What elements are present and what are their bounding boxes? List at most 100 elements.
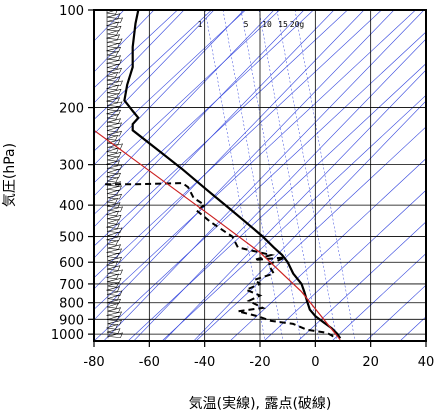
wind-barb — [106, 202, 121, 208]
wind-barb — [106, 315, 120, 322]
wind-barb — [106, 97, 120, 103]
y-tick-label: 200 — [59, 102, 84, 117]
mixing-ratio-labels: 1 5 10 15 20g — [198, 20, 305, 29]
skew-guide-line — [297, 221, 426, 341]
x-tick-label: -40 — [194, 355, 215, 370]
wind-barb — [106, 25, 122, 32]
adiabat-guide-line — [193, 100, 426, 341]
wind-barb — [107, 269, 123, 275]
wind-barb — [107, 244, 121, 250]
wind-barb — [106, 214, 122, 221]
wind-barb — [106, 277, 122, 284]
wind-barb — [106, 147, 119, 154]
wind-barb — [107, 130, 122, 137]
skew-guide-line — [94, 10, 178, 89]
skew-guide-line — [229, 158, 426, 341]
wind-barb — [106, 172, 121, 179]
wind-barb — [107, 30, 119, 36]
wind-staff-axis — [106, 10, 109, 339]
wind-barb — [106, 160, 120, 166]
y-tick-label: 400 — [59, 199, 84, 214]
wind-barb — [106, 252, 120, 259]
skew-guide-line — [94, 10, 348, 247]
wind-barb — [107, 332, 123, 338]
mixing-ratio-line — [276, 10, 338, 341]
y-axis-title: 気圧(hPa) — [2, 143, 18, 207]
wind-barb — [106, 290, 123, 296]
skew-guide-line — [263, 189, 426, 341]
wind-barb — [106, 10, 118, 15]
x-tick-label: -60 — [139, 355, 160, 370]
y-tick-label: 800 — [59, 297, 84, 312]
x-tick-label: -80 — [83, 355, 104, 370]
wind-barb — [107, 231, 120, 238]
skew-guide-line — [94, 10, 212, 120]
wind-barb — [106, 126, 120, 133]
skew-guide-line — [94, 10, 246, 152]
wind-barb — [106, 328, 121, 334]
wind-barb — [106, 185, 122, 191]
adiabat-guide-line — [94, 10, 335, 259]
wind-barbs — [106, 10, 123, 339]
wind-barb — [106, 164, 123, 170]
wind-barb — [106, 72, 118, 78]
y-tick-label: 600 — [59, 256, 84, 271]
mixing-ratio-line — [240, 10, 302, 341]
wind-barb — [106, 240, 119, 246]
wind-barb — [106, 198, 118, 204]
y-tick-label: 500 — [59, 231, 84, 246]
skew-guide-line — [94, 10, 416, 310]
x-tick-label: 0 — [311, 355, 319, 370]
wind-barb — [106, 324, 118, 330]
skew-guide-line — [365, 284, 426, 341]
adiabat-guide-line — [94, 10, 245, 166]
mixing-ratio-label: 5 — [244, 20, 249, 29]
y-tick-label: 900 — [59, 313, 84, 328]
mixing-ratio-line — [222, 10, 284, 341]
wind-barb — [106, 248, 122, 254]
adiabat-guide-line — [94, 10, 395, 321]
adiabat-guide-line — [94, 10, 365, 290]
wind-barb — [106, 189, 120, 196]
x-axis-ticks: -80 -60 -40 -20 0 20 40 — [83, 341, 434, 370]
wind-barb — [106, 303, 119, 309]
skew-guide-line — [161, 94, 426, 341]
wind-barb — [106, 223, 120, 229]
wind-barb — [106, 210, 119, 217]
y-tick-label: 100 — [59, 4, 84, 19]
y-tick-label: 300 — [59, 159, 84, 174]
x-tick-label: 40 — [418, 355, 435, 370]
wind-barb — [106, 109, 121, 116]
wind-barb — [106, 227, 123, 233]
x-axis-title: 気温(実線), 露点(破線) — [189, 396, 332, 412]
wind-barb — [106, 122, 122, 128]
y-tick-label: 700 — [59, 278, 84, 293]
wind-barb — [106, 101, 123, 107]
wind-barb — [107, 17, 123, 23]
adiabat-guide-line — [163, 69, 426, 341]
wind-barb — [107, 256, 122, 263]
adiabat-guide-line — [94, 10, 275, 197]
wind-barb — [106, 311, 122, 317]
y-tick-label: 1000 — [51, 328, 84, 343]
x-tick-label: -20 — [249, 355, 270, 370]
wind-barb — [106, 114, 119, 120]
wind-barb — [106, 139, 121, 145]
wind-barb — [107, 67, 122, 74]
wind-barb — [106, 46, 121, 53]
skew-guide-line — [94, 10, 280, 184]
wind-barb — [107, 193, 122, 200]
wind-barb — [106, 273, 119, 280]
wind-barb — [106, 38, 123, 44]
wind-barb — [106, 265, 121, 271]
wind-barb — [106, 84, 119, 91]
mixing-ratio-label: 1 — [198, 20, 203, 29]
mixing-ratio-label: 20g — [290, 20, 305, 29]
wind-barb — [106, 177, 119, 183]
wind-barb — [107, 206, 123, 212]
wind-barb — [107, 42, 120, 49]
wind-barb — [106, 21, 119, 28]
wind-barb — [106, 135, 118, 141]
x-tick-label: 20 — [362, 355, 379, 370]
